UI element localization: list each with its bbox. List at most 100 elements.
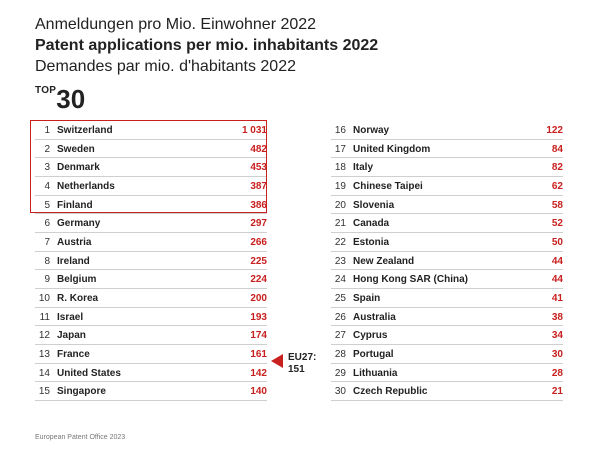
top-word: TOP	[35, 85, 57, 96]
value-label: 161	[250, 348, 267, 360]
ranking-row: 13 France 161	[35, 345, 267, 364]
ranking-row: 10 R. Korea 200	[35, 289, 267, 308]
value-label: 387	[250, 180, 267, 192]
ranking-row: 24 Hong Kong SAR (China) 44	[331, 270, 563, 289]
country-name: Finland	[57, 199, 93, 211]
rank-number: 30	[334, 386, 346, 398]
value-label: 200	[250, 292, 267, 304]
country-name: Australia	[353, 311, 396, 323]
title-french: Demandes par mio. d'habitants 2022	[35, 58, 296, 75]
ranking-row: 21 Canada 52	[331, 214, 563, 233]
rank-number: 10	[38, 292, 50, 304]
ranking-row: 9 Belgium 224	[35, 270, 267, 289]
value-label: 142	[250, 367, 267, 379]
country-name: United States	[57, 367, 121, 379]
rank-number: 22	[334, 236, 346, 248]
country-name: Germany	[57, 218, 101, 230]
ranking-row: 11 Israel 193	[35, 308, 267, 327]
ranking-row: 8 Ireland 225	[35, 252, 267, 271]
value-label: 50	[551, 236, 563, 248]
top-30-badge: TOP 30	[35, 84, 86, 114]
ranking-row: 7 Austria 266	[35, 233, 267, 252]
ranking-row: 26 Australia 38	[331, 308, 563, 327]
rank-number: 27	[334, 330, 346, 342]
value-label: 224	[250, 274, 267, 286]
value-label: 122	[546, 125, 563, 136]
rank-number: 2	[44, 143, 50, 155]
country-name: Ireland	[57, 255, 90, 267]
ranking-row: 30 Czech Republic 21	[331, 382, 563, 401]
rank-number: 28	[334, 348, 346, 360]
eu27-pointer-icon	[271, 354, 283, 368]
value-label: 84	[551, 143, 563, 155]
rank-number: 13	[38, 348, 50, 360]
rank-number: 18	[334, 162, 346, 174]
eu27-reference: EU27: 151	[288, 352, 316, 376]
rank-number: 19	[334, 180, 346, 192]
country-name: Spain	[353, 292, 381, 304]
country-name: France	[57, 348, 90, 360]
country-name: Netherlands	[57, 180, 115, 192]
value-label: 44	[551, 255, 563, 267]
ranking-row: 4 Netherlands 387	[35, 177, 267, 196]
ranking-row: 12 Japan 174	[35, 326, 267, 345]
country-name: Chinese Taipei	[353, 180, 423, 192]
rank-number: 11	[39, 311, 50, 323]
rank-number: 1	[44, 125, 50, 136]
value-label: 41	[551, 292, 563, 304]
rank-number: 14	[38, 367, 50, 379]
value-label: 62	[551, 180, 563, 192]
rank-number: 23	[334, 255, 346, 267]
country-name: Belgium	[57, 274, 97, 286]
ranking-column-left: 1 Switzerland 1 031 2 Sweden 482 3 Denmark 453 4 N…	[35, 121, 267, 401]
value-label: 1 031	[241, 125, 267, 136]
value-label: 82	[551, 162, 563, 174]
ranking-row: 3 Denmark 453	[35, 158, 267, 177]
ranking-row: 20 Slovenia 58	[331, 196, 563, 215]
ranking-row: 28 Portugal 30	[331, 345, 563, 364]
value-label: 44	[551, 274, 563, 286]
ranking-row: 6 Germany 297	[35, 214, 267, 233]
title-block: Anmeldungen pro Mio. Einwohner 2022 Pate…	[35, 14, 378, 77]
value-label: 266	[250, 236, 267, 248]
rank-number: 9	[44, 274, 50, 286]
eu27-label: EU27:	[288, 352, 317, 363]
country-name: Portugal	[353, 348, 394, 360]
country-name: Hong Kong SAR (China)	[353, 274, 468, 286]
country-name: Sweden	[57, 143, 95, 155]
title-english: Patent applications per mio. inhabitants…	[35, 37, 379, 54]
ranking-row: 23 New Zealand 44	[331, 252, 563, 271]
value-label: 193	[250, 311, 267, 323]
rank-number: 7	[44, 236, 50, 248]
ranking-row: 2 Sweden 482	[35, 140, 267, 159]
ranking-row: 16 Norway 122	[331, 121, 563, 140]
ranking-row: 17 United Kingdom 84	[331, 140, 563, 159]
country-name: Japan	[57, 330, 86, 342]
value-label: 52	[551, 218, 563, 230]
country-name: Singapore	[57, 386, 106, 398]
rank-number: 5	[44, 199, 50, 211]
value-label: 30	[551, 348, 563, 360]
country-name: Czech Republic	[353, 386, 428, 398]
country-name: Israel	[57, 311, 84, 323]
country-name: Denmark	[57, 162, 100, 174]
ranking-row: 18 Italy 82	[331, 158, 563, 177]
country-name: R. Korea	[57, 292, 99, 304]
ranking-row: 5 Finland 386	[35, 196, 267, 215]
ranking-row: 29 Lithuania 28	[331, 364, 563, 383]
rank-number: 8	[44, 255, 50, 267]
value-label: 174	[250, 330, 267, 342]
value-label: 482	[250, 143, 267, 155]
rank-number: 20	[334, 199, 346, 211]
country-name: United Kingdom	[353, 143, 431, 155]
rank-number: 3	[44, 162, 50, 174]
ranking-row: 1 Switzerland 1 031	[35, 121, 267, 140]
ranking-column-right: 16 Norway 122 17 United Kingdom 84 18 Italy 82 19…	[331, 121, 563, 401]
eu27-value: 151	[288, 364, 305, 375]
rank-number: 4	[44, 180, 50, 192]
country-name: Lithuania	[353, 367, 398, 379]
value-label: 453	[250, 162, 267, 174]
top-number: 30	[56, 84, 86, 114]
country-name: Canada	[353, 218, 390, 230]
country-name: Switzerland	[57, 125, 113, 136]
